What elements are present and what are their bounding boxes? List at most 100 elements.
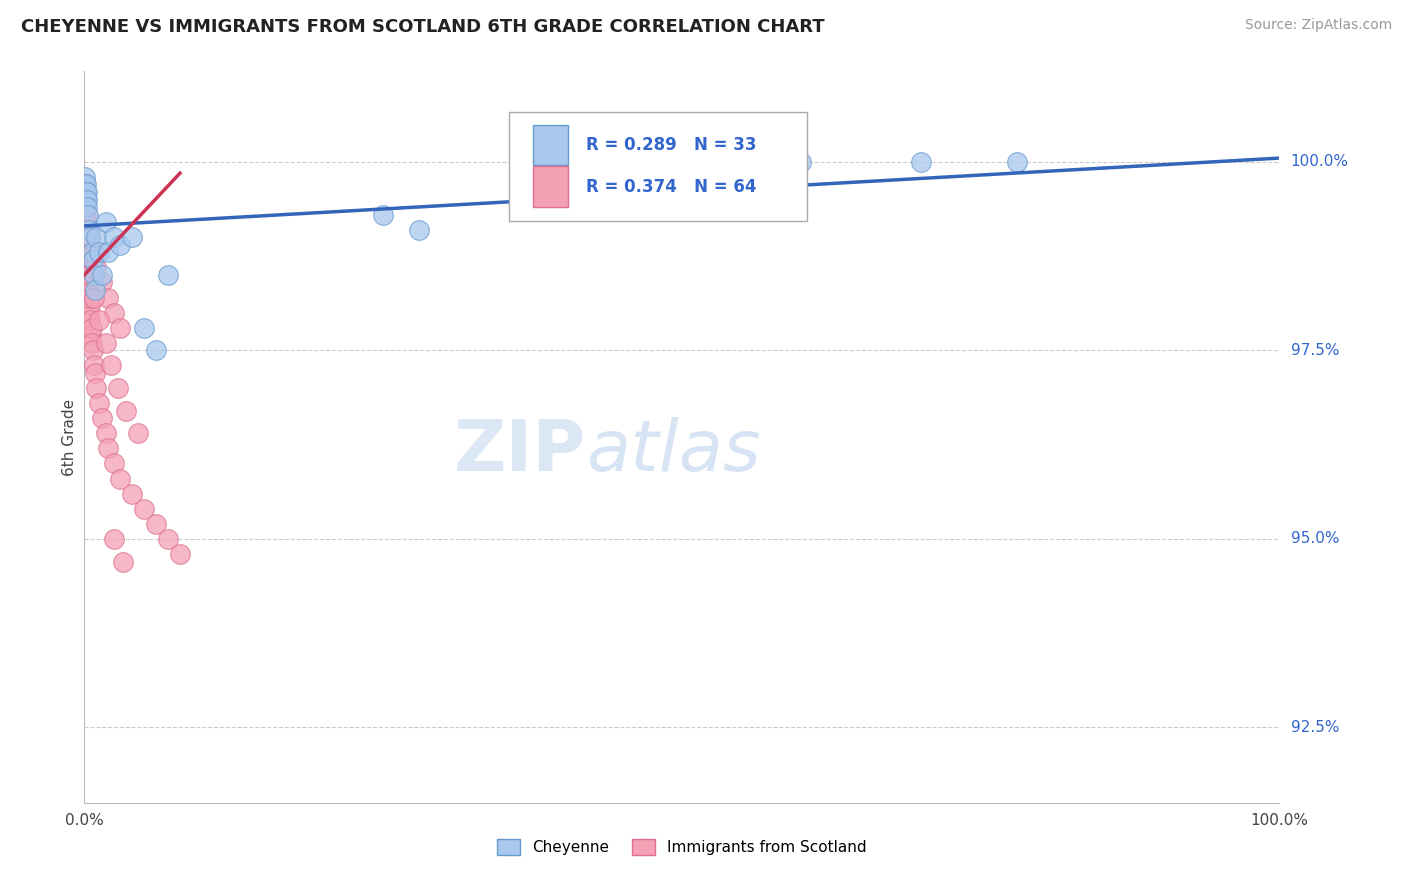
Point (75, 200, 97, 214)
Point (157, 532, 180, 546)
Point (76, 252, 98, 267)
Point (76, 185, 98, 199)
Point (94, 426, 117, 441)
Point (80, 320, 103, 334)
Point (77, 291, 100, 305)
Point (103, 457, 125, 471)
Point (83, 291, 105, 305)
Point (169, 547, 191, 561)
Point (132, 320, 156, 334)
Point (121, 486, 143, 500)
Point (790, 154, 813, 169)
Point (73, 178, 96, 192)
Point (73, 193, 96, 207)
Point (103, 532, 125, 546)
Point (76, 260, 98, 275)
Point (132, 501, 156, 516)
Point (111, 554, 134, 568)
Text: R = 0.374   N = 64: R = 0.374 N = 64 (586, 178, 756, 195)
Point (75, 200, 97, 214)
Point (86, 260, 108, 275)
Point (75, 223, 97, 237)
Point (100, 359, 122, 373)
Point (75, 215, 97, 229)
Text: atlas: atlas (586, 417, 761, 486)
Point (127, 426, 149, 441)
Point (75, 178, 97, 192)
Point (79, 230, 101, 244)
Point (76, 268, 98, 282)
Point (408, 223, 430, 237)
Text: Source: ZipAtlas.com: Source: ZipAtlas.com (1244, 18, 1392, 32)
Point (82, 252, 104, 267)
Point (107, 381, 129, 395)
Point (145, 343, 167, 358)
Point (79, 230, 101, 244)
Point (86, 381, 108, 395)
Point (97, 245, 120, 260)
Y-axis label: 6th Grade: 6th Grade (62, 399, 77, 475)
Point (75, 193, 97, 207)
Point (73, 185, 96, 199)
Point (75, 193, 97, 207)
Point (97, 442, 120, 456)
Point (157, 268, 180, 282)
Point (87, 396, 110, 410)
Point (79, 313, 101, 327)
Point (75, 237, 97, 252)
FancyBboxPatch shape (533, 167, 568, 207)
Point (75, 230, 97, 244)
Point (75, 178, 97, 192)
Point (75, 223, 97, 237)
Point (75, 208, 97, 222)
Point (82, 343, 104, 358)
Point (76, 193, 98, 207)
Point (91, 276, 114, 290)
Point (76, 245, 98, 260)
Point (373, 208, 395, 222)
Legend: Cheyenne, Immigrants from Scotland: Cheyenne, Immigrants from Scotland (491, 833, 873, 861)
Point (103, 230, 125, 244)
Point (75, 230, 97, 244)
Point (110, 471, 132, 485)
Point (76, 245, 98, 260)
Point (77, 268, 100, 282)
Point (84, 366, 107, 380)
Point (73, 169, 96, 184)
Point (83, 245, 105, 260)
Text: 100.0%: 100.0% (1291, 154, 1348, 169)
Point (82, 335, 104, 350)
Point (75, 208, 97, 222)
Point (80, 328, 103, 343)
Point (84, 283, 107, 297)
Point (91, 268, 114, 282)
Point (94, 215, 117, 229)
Point (83, 268, 105, 282)
Point (87, 245, 110, 260)
Point (80, 245, 103, 260)
Text: R = 0.289   N = 33: R = 0.289 N = 33 (586, 136, 756, 153)
Point (79, 298, 101, 312)
Text: CHEYENNE VS IMMIGRANTS FROM SCOTLAND 6TH GRADE CORRELATION CHART: CHEYENNE VS IMMIGRANTS FROM SCOTLAND 6TH… (21, 18, 825, 36)
Point (91, 411, 114, 425)
Point (77, 208, 100, 222)
Point (77, 306, 100, 320)
FancyBboxPatch shape (533, 125, 568, 165)
Point (75, 215, 97, 229)
Point (115, 403, 138, 417)
Point (73, 185, 96, 199)
Point (87, 313, 110, 327)
Point (94, 335, 117, 350)
Point (103, 306, 125, 320)
Point (83, 359, 105, 373)
Point (77, 276, 100, 290)
Point (86, 230, 108, 244)
Point (79, 291, 101, 305)
Point (1005, 154, 1028, 169)
Point (97, 291, 120, 305)
Point (76, 237, 98, 252)
Point (110, 237, 132, 252)
Point (75, 185, 97, 199)
Point (551, 154, 574, 169)
Point (79, 268, 101, 282)
